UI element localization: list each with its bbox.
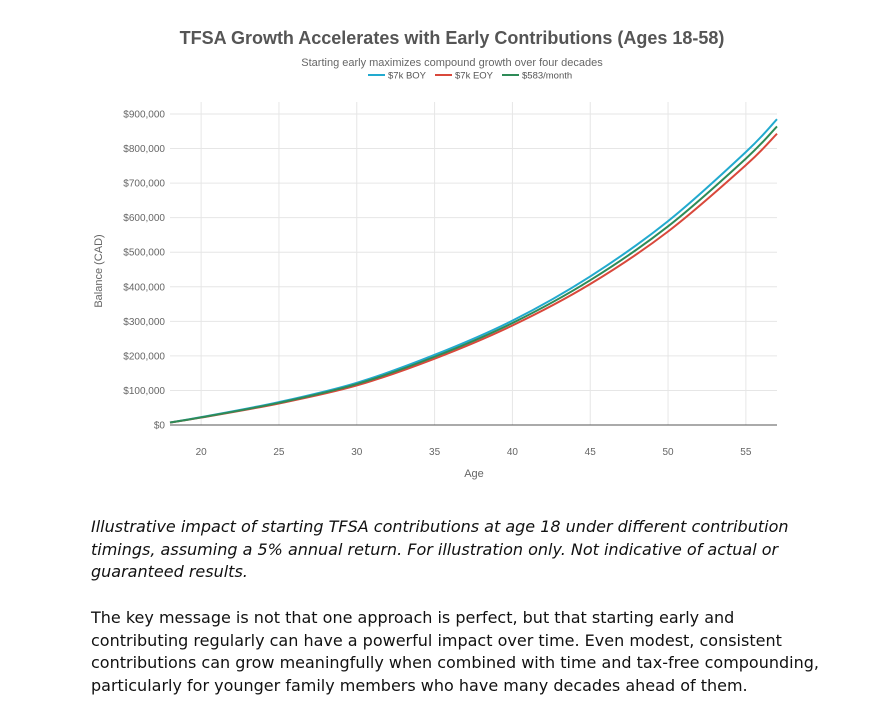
legend-item-7k-eoy[interactable]: $7k EOY [435, 71, 494, 82]
x-tick-label: 50 [662, 447, 674, 458]
x-tick-label: 20 [196, 447, 208, 458]
chart-grid [170, 102, 777, 425]
chart-caption-message: The key message is not that one approach… [91, 608, 819, 695]
x-tick-label: 45 [585, 447, 597, 458]
x-tick-label: 40 [507, 447, 519, 458]
y-tick-label: $400,000 [123, 282, 165, 293]
y-axis-ticks: $0 $100,000 $200,000 $300,000 $400,000 $500,0… [123, 110, 165, 432]
legend-label: $7k EOY [455, 71, 494, 82]
y-tick-label: $700,000 [123, 179, 165, 190]
x-tick-label: 55 [740, 447, 752, 458]
chart-subtitle: Starting early maximizes compound growth… [301, 57, 603, 69]
chart-title: TFSA Growth Accelerates with Early Contr… [180, 28, 725, 48]
y-tick-label: $0 [154, 421, 166, 432]
y-tick-label: $100,000 [123, 386, 165, 397]
y-tick-label: $900,000 [123, 110, 165, 121]
legend-item-7k-boy[interactable]: $7k BOY [368, 71, 427, 82]
legend-label: $7k BOY [388, 71, 427, 82]
legend-label: $583/month [522, 71, 572, 82]
series-line-7k-boy [169, 118, 778, 424]
x-axis-ticks: 20 25 30 35 40 45 50 55 [196, 447, 752, 458]
y-tick-label: $600,000 [123, 213, 165, 224]
x-tick-label: 30 [351, 447, 363, 458]
y-tick-label: $500,000 [123, 248, 165, 259]
series-line-583-month [169, 125, 778, 424]
tfsa-growth-chart: TFSA Growth Accelerates with Early Contr… [93, 28, 778, 480]
x-axis-label: Age [464, 468, 484, 480]
chart-caption-note: Illustrative impact of starting TFSA con… [91, 517, 789, 581]
y-tick-label: $300,000 [123, 317, 165, 328]
legend-item-583-month[interactable]: $583/month [502, 71, 572, 82]
y-axis-label: Balance (CAD) [93, 234, 105, 307]
chart-legend: $7k BOY $7k EOY $583/month [368, 71, 572, 82]
series-line-7k-eoy [169, 132, 778, 424]
series-lines [169, 118, 778, 424]
y-tick-label: $800,000 [123, 144, 165, 155]
y-tick-label: $200,000 [123, 351, 165, 362]
x-tick-label: 35 [429, 447, 441, 458]
x-tick-label: 25 [273, 447, 285, 458]
